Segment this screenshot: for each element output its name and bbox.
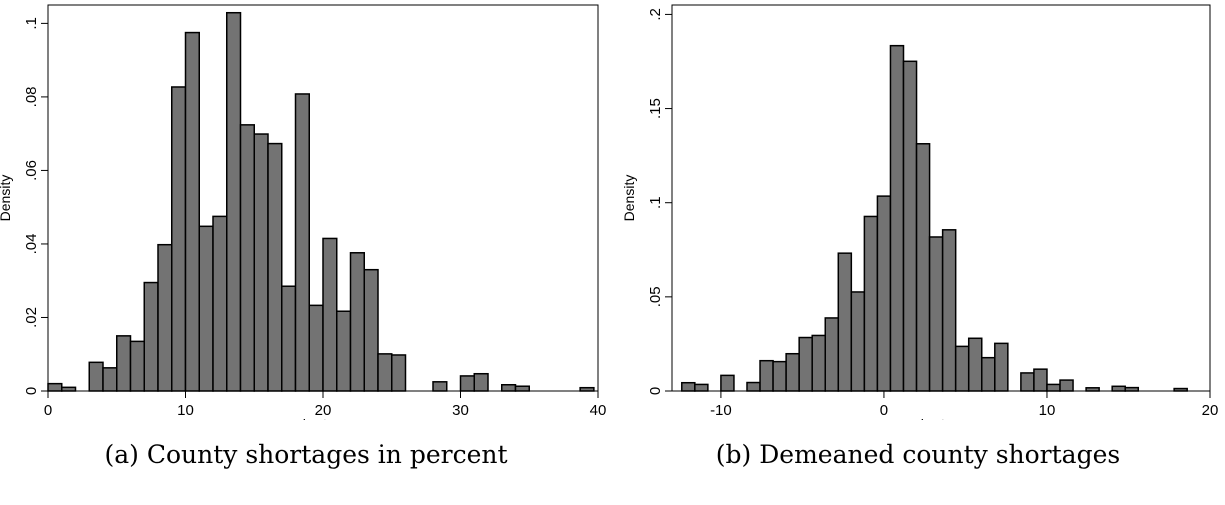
histogram-bar xyxy=(226,11,242,392)
histogram-bar xyxy=(1020,372,1035,392)
histogram-bar xyxy=(102,367,118,392)
histogram-bar xyxy=(902,60,918,392)
histogram-bar xyxy=(267,142,283,392)
histogram-bar xyxy=(377,353,393,392)
y-tick-label: .1 xyxy=(647,196,664,209)
histogram-bar xyxy=(47,382,63,392)
x-tick-label: -10 xyxy=(710,402,732,419)
bars xyxy=(47,11,595,392)
histogram-bar xyxy=(171,86,187,392)
y-tick-label: .04 xyxy=(23,234,40,255)
histogram-bar xyxy=(501,384,517,392)
histogram-bar xyxy=(212,215,228,392)
histogram-bar xyxy=(824,317,840,392)
histogram-bar xyxy=(1046,383,1061,392)
histogram-bar xyxy=(336,310,352,392)
histogram-bar xyxy=(1124,386,1140,392)
x-tick-label: 40 xyxy=(590,402,607,419)
x-tick-label: 20 xyxy=(1202,402,1219,419)
caption-a: (a) County shortages in percent xyxy=(104,440,508,469)
y-tick-label: .08 xyxy=(23,86,40,107)
histogram-bar xyxy=(253,133,269,392)
y-tick-label: .1 xyxy=(23,17,40,30)
bars xyxy=(681,44,1188,392)
histogram-bar xyxy=(981,356,996,392)
histogram-bar xyxy=(281,285,297,392)
histogram-bar xyxy=(798,336,813,392)
histogram-bar xyxy=(514,385,530,392)
chart-panel-a: 0 10 20 30 40 0 .02 .04 .06 .08 .1 shortage Density xyxy=(0,0,612,505)
histogram-bar xyxy=(129,340,145,392)
histogram-bar xyxy=(239,124,255,392)
x-axis-label: shortage xyxy=(296,416,351,420)
histogram-bar xyxy=(889,44,905,392)
histogram-bar xyxy=(349,252,365,392)
y-tick-label: .02 xyxy=(23,307,40,328)
histogram-bar xyxy=(681,381,696,392)
x-tick-label: 20 xyxy=(315,402,332,419)
histogram-bar xyxy=(1033,368,1048,392)
histogram-bar xyxy=(432,381,448,392)
histogram-bar xyxy=(322,237,338,392)
x-tick-label: 0 xyxy=(44,402,52,419)
histogram-bar xyxy=(850,291,866,392)
x-tick-label: 10 xyxy=(1039,402,1056,419)
histogram-bar xyxy=(1111,385,1126,392)
histogram-bar xyxy=(967,337,983,392)
histogram-bar xyxy=(391,354,407,392)
histogram-bar xyxy=(1059,379,1074,392)
histogram-bar xyxy=(772,360,787,392)
histogram-bar xyxy=(994,342,1009,392)
histogram-bar xyxy=(473,372,489,392)
histogram-bar xyxy=(759,359,774,392)
y-tick-label: .15 xyxy=(647,98,664,119)
histogram-bar xyxy=(116,335,132,392)
histogram-bar xyxy=(746,381,761,392)
chart-panel-b: -10 0 10 20 0 .05 .1 .15 .2 shortage Density xyxy=(612,0,1225,505)
histogram-bar xyxy=(88,361,104,392)
x-tick-label: 10 xyxy=(177,402,194,419)
histogram-bar xyxy=(308,304,324,392)
y-tick-label: .06 xyxy=(23,160,40,181)
histogram-demeaned-shortages: -10 0 10 20 0 .05 .1 .15 .2 shortage Density xyxy=(621,4,1219,432)
histogram-bar xyxy=(915,143,931,392)
histogram-bar xyxy=(157,243,173,392)
plot-frame xyxy=(671,4,1211,392)
y-tick-label: .05 xyxy=(647,286,664,307)
y-tick-label: .2 xyxy=(647,8,664,21)
histogram-county-shortages: 0 10 20 30 40 0 .02 .04 .06 .08 .1 shortage Density xyxy=(0,4,607,432)
histogram-bar xyxy=(954,345,970,392)
histogram-bar xyxy=(694,383,709,392)
y-axis-label: Density xyxy=(0,175,13,222)
y-tick-label: 0 xyxy=(647,387,664,395)
histogram-bar xyxy=(941,229,957,392)
x-axis-label: shortage xyxy=(914,416,969,420)
histogram-bar xyxy=(143,281,159,392)
histogram-bar xyxy=(459,375,475,392)
y-tick-label: 0 xyxy=(23,387,40,395)
histogram-bar xyxy=(363,268,379,392)
histogram-bar xyxy=(837,252,853,392)
y-axis-label: Density xyxy=(621,175,637,222)
histogram-bar xyxy=(184,31,200,392)
histogram-bar xyxy=(294,93,310,392)
histogram-bar xyxy=(811,334,826,392)
x-tick-label: 0 xyxy=(880,402,888,419)
histogram-bar xyxy=(928,236,944,392)
x-tick-label: 30 xyxy=(452,402,469,419)
caption-b: (b) Demeaned county shortages xyxy=(715,440,1121,469)
histogram-bar xyxy=(720,374,735,392)
histogram-bar xyxy=(61,386,77,392)
histogram-bar xyxy=(876,195,892,392)
histogram-bar xyxy=(198,225,214,392)
histogram-bar xyxy=(863,215,879,392)
histogram-bar xyxy=(785,352,800,392)
